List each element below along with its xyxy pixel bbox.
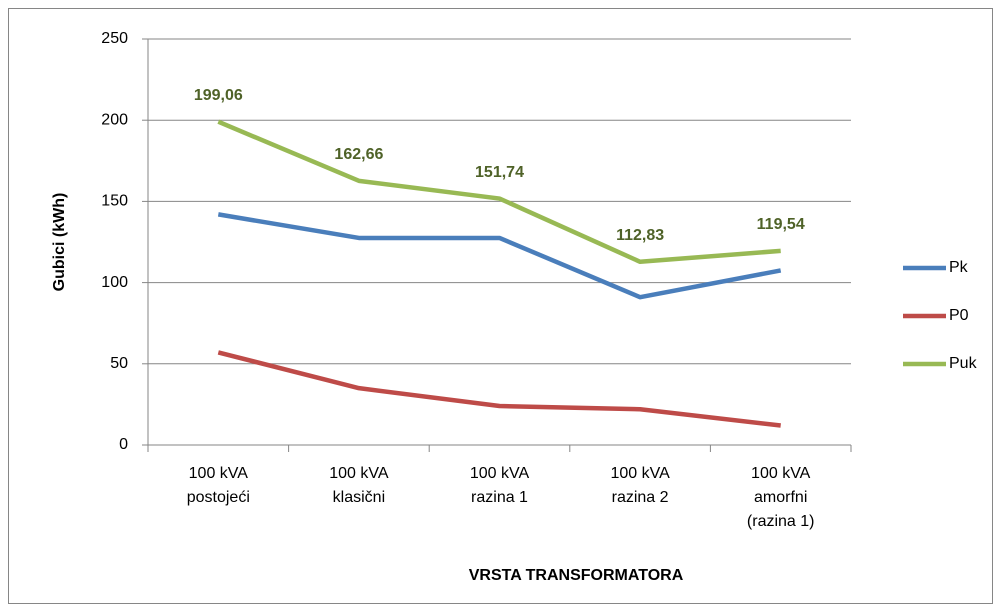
x-tick-label: amorfni	[754, 489, 807, 506]
legend-label: Pk	[949, 259, 969, 276]
x-tick-label: 100 kVA	[610, 465, 670, 482]
data-label: 151,74	[475, 164, 524, 181]
x-axis-title: VRSTA TRANSFORMATORA	[469, 567, 684, 584]
y-tick-label: 50	[110, 355, 128, 372]
x-tick-label: 100 kVA	[329, 465, 389, 482]
series-line	[217, 350, 781, 428]
data-label: 119,54	[757, 216, 805, 233]
x-tick-label: klasični	[333, 489, 385, 506]
y-tick-label: 250	[101, 30, 128, 47]
x-tick-label: 100 kVA	[470, 465, 530, 482]
y-tick-label: 0	[119, 436, 128, 453]
y-tick-label: 100	[101, 274, 128, 291]
series-line	[217, 119, 781, 265]
x-tick-label: (razina 1)	[747, 513, 815, 530]
x-tick-label: 100 kVA	[189, 465, 249, 482]
x-tick-label: razina 2	[612, 489, 669, 506]
legend-label: P0	[949, 307, 969, 324]
x-tick-label: postojeći	[187, 489, 250, 506]
chart-border	[8, 8, 993, 604]
x-tick-label: 100 kVA	[751, 465, 811, 482]
legend-label: Puk	[949, 355, 978, 372]
y-tick-label: 150	[101, 193, 128, 210]
data-label: 162,66	[334, 146, 383, 163]
x-tick-label: razina 1	[471, 489, 528, 506]
y-axis-title: Gubici (kWh)	[51, 193, 68, 292]
data-label: 199,06	[194, 87, 243, 104]
y-tick-label: 200	[101, 111, 128, 128]
data-label: 112,83	[616, 227, 664, 244]
series-line	[217, 212, 782, 300]
